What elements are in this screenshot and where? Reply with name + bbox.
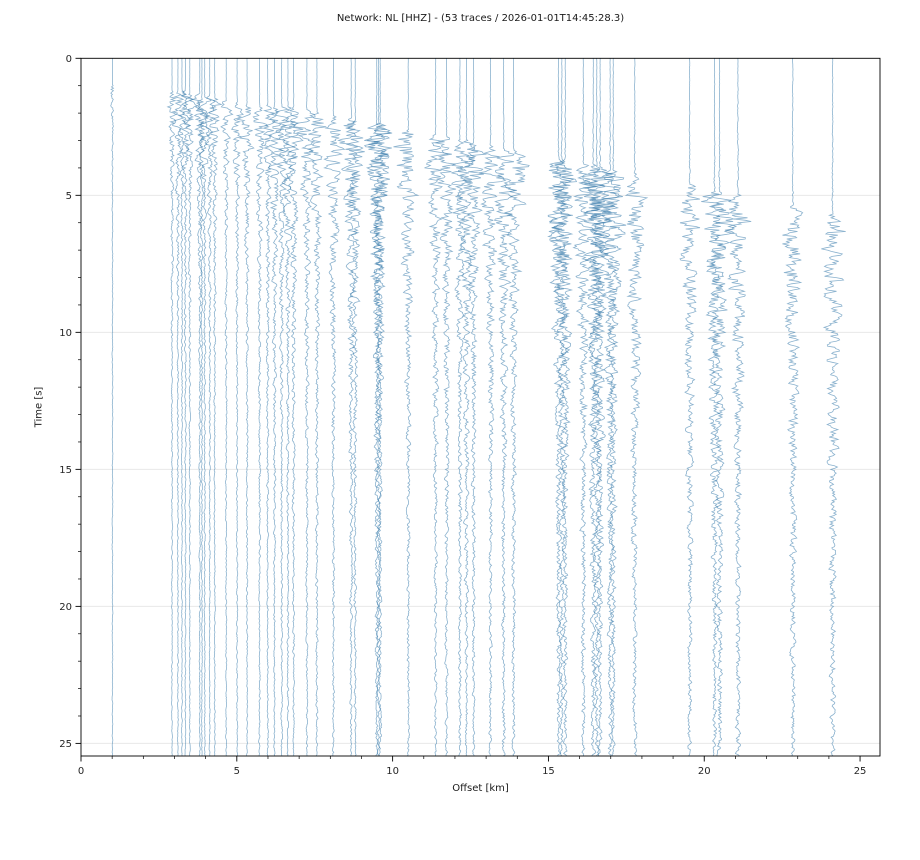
seismic-trace [723, 58, 752, 757]
seismic-trace [493, 58, 517, 757]
seismic-trace [464, 58, 488, 757]
plot-title: Network: NL [HHZ] - (53 traces / 2026-01… [336, 13, 625, 24]
seismic-trace [547, 58, 572, 757]
y-tick-label: 0 [66, 54, 72, 65]
seismic-trace [220, 58, 234, 757]
seismic-trace [177, 58, 189, 757]
seismic-trace [624, 58, 649, 757]
seismic-trace [434, 58, 457, 757]
y-axis-label: Time [s] [33, 386, 45, 428]
seismic-trace [252, 58, 269, 757]
seismic-trace [306, 58, 327, 757]
seismic-trace [456, 58, 479, 757]
seismic-trace [274, 58, 290, 757]
x-tick-label: 20 [698, 766, 711, 777]
seismic-trace [171, 58, 185, 757]
seismic-trace [551, 58, 578, 757]
seismic-trace [194, 58, 209, 756]
seismic-trace [345, 58, 365, 757]
seismic-trace [424, 58, 449, 757]
seismic-trace [292, 58, 316, 757]
seismic-trace [337, 58, 364, 757]
y-tick-label: 25 [59, 739, 72, 750]
seismic-trace [701, 58, 727, 757]
seismic-trace [572, 58, 596, 757]
seismic-trace [366, 58, 393, 757]
seismic-trace [231, 58, 245, 757]
seismic-trace [110, 58, 115, 757]
seismic-trace [478, 58, 507, 757]
x-tick-label: 5 [234, 766, 240, 777]
seismic-trace [679, 58, 701, 757]
seismic-trace [262, 58, 276, 757]
seismic-trace [500, 58, 530, 757]
seismic-trace [364, 58, 389, 757]
x-tick-label: 15 [542, 766, 555, 777]
seismic-trace [450, 58, 470, 757]
seismic-trace [208, 58, 223, 757]
seismic-trace [782, 58, 804, 757]
x-tick-label: 10 [386, 766, 399, 777]
seismic-trace [281, 58, 304, 757]
seismic-trace [184, 58, 198, 757]
seismic-trace [599, 58, 627, 757]
y-tick-label: 20 [59, 602, 72, 613]
seismic-trace [196, 58, 212, 757]
seismic-trace [584, 58, 621, 757]
seismic-trace [180, 58, 194, 757]
seismic-trace [323, 58, 346, 757]
seismic-trace [235, 58, 255, 757]
seismic-trace [583, 58, 610, 757]
seismic-trace [393, 58, 420, 757]
seismic-trace [205, 58, 216, 757]
x-tick-label: 25 [854, 766, 867, 777]
seismic-trace [280, 58, 300, 757]
y-tick-label: 5 [66, 191, 72, 202]
seismic-trace [191, 58, 205, 757]
seismic-trace [166, 58, 177, 757]
seismic-trace [821, 58, 846, 757]
seismic-trace [708, 58, 738, 757]
y-tick-label: 15 [59, 465, 72, 476]
x-axis-label: Offset [km] [452, 783, 509, 794]
seismic-trace [267, 58, 285, 757]
axes-spines [80, 57, 881, 757]
x-tick-label: 0 [78, 766, 84, 777]
seismic-trace [548, 58, 574, 757]
y-tick-label: 10 [59, 328, 72, 339]
